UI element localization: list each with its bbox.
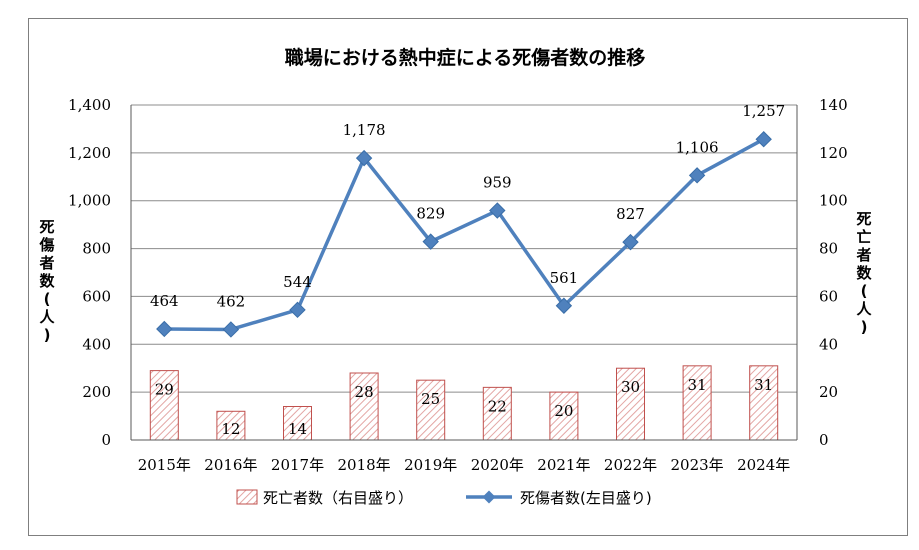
y-left-tick-label: 1,200 xyxy=(68,144,111,162)
bar-data-label: 25 xyxy=(421,390,440,408)
line-point-marker xyxy=(489,202,506,219)
y-left-axis-title: 死傷者数(人) xyxy=(38,218,55,344)
line-data-label: 561 xyxy=(550,269,579,287)
y-right-tick-label: 40 xyxy=(819,335,838,353)
line-point-marker xyxy=(422,233,439,250)
bar-data-label: 29 xyxy=(155,381,174,399)
line-point-marker xyxy=(222,321,240,338)
x-tick-label: 2020年 xyxy=(471,456,524,474)
line-data-label: 1,178 xyxy=(343,121,386,139)
bar-data-label: 28 xyxy=(355,383,374,401)
y-left-tick-label: 1,400 xyxy=(68,96,111,114)
legend-marker-diamond xyxy=(482,490,496,504)
bar xyxy=(749,365,779,441)
x-tick-label: 2019年 xyxy=(404,456,457,474)
series-line xyxy=(164,137,765,332)
y-right-tick-label: 100 xyxy=(819,192,848,210)
line-data-label: 829 xyxy=(416,205,445,223)
line-data-label: 827 xyxy=(616,205,645,223)
bar-data-label: 30 xyxy=(621,378,640,396)
bar-data-label: 20 xyxy=(554,402,573,420)
chart-frame xyxy=(28,18,908,536)
y-right-tick-label: 80 xyxy=(819,240,838,258)
x-tick-label: 2024年 xyxy=(737,456,790,474)
bar xyxy=(616,367,645,441)
line-data-label: 462 xyxy=(217,292,246,310)
line-point-marker xyxy=(289,301,306,319)
bar xyxy=(549,391,579,441)
y-left-tick-label: 400 xyxy=(82,335,111,353)
line-point-marker xyxy=(688,167,706,184)
legend-swatch-bar xyxy=(236,489,258,505)
y-left-tick-label: 200 xyxy=(82,383,111,401)
bar-data-label: 22 xyxy=(488,397,507,415)
bar xyxy=(482,386,512,441)
axes: 0 200 400 600 800 1,000 1,200 1,400 0 20 40 60 80 100… xyxy=(38,96,872,474)
bar-data-label: 31 xyxy=(754,376,773,394)
line-data-label: 464 xyxy=(150,292,179,310)
y-right-tick-label: 60 xyxy=(819,287,838,305)
x-tick-label: 2017年 xyxy=(271,456,324,474)
data-labels: 464 462 544 1,178 829 959 561 827 1,106 1,257 29 12… xyxy=(150,102,785,438)
y-right-tick-label: 140 xyxy=(819,96,848,114)
y-right-tick-label: 120 xyxy=(819,144,848,162)
x-tick-label: 2021年 xyxy=(537,456,590,474)
y-right-tick-label: 20 xyxy=(819,383,838,401)
line-series xyxy=(156,131,772,338)
legend-label-line: 死傷者数(左目盛り) xyxy=(520,489,652,507)
y-left-tick-label: 0 xyxy=(101,431,111,449)
x-tick-label: 2022年 xyxy=(604,456,657,474)
x-tick-label: 2015年 xyxy=(138,456,191,474)
y-right-axis-title: 死亡者数(人) xyxy=(856,210,872,336)
line-point-marker xyxy=(755,131,772,148)
y-left-tick-label: 600 xyxy=(82,287,111,305)
y-right-tick-label: 0 xyxy=(819,431,829,449)
y-left-tick-label: 800 xyxy=(82,240,111,258)
line-data-label: 544 xyxy=(283,273,312,291)
bar xyxy=(416,379,446,441)
bar-data-label: 14 xyxy=(288,420,307,438)
line-point-marker xyxy=(156,320,173,338)
bar-data-label: 12 xyxy=(221,420,240,438)
line-point-marker xyxy=(355,149,373,167)
bar-series xyxy=(149,365,779,441)
legend-label-bar: 死亡者数（右目盛り） xyxy=(263,489,413,507)
chart-title: 職場における熱中症による死傷者数の推移 xyxy=(285,46,645,69)
legend: 死亡者数（右目盛り） 死傷者数(左目盛り) xyxy=(236,489,652,507)
line-point-marker xyxy=(622,233,639,251)
bar xyxy=(149,370,179,441)
line-data-label: 1,106 xyxy=(676,138,719,156)
x-tick-label: 2023年 xyxy=(671,456,724,474)
line-data-label: 959 xyxy=(483,174,512,192)
bar-data-label: 31 xyxy=(688,376,707,394)
x-tick-label: 2018年 xyxy=(338,456,391,474)
bar xyxy=(216,410,246,441)
line-data-label: 1,257 xyxy=(742,102,785,120)
y-left-tick-label: 1,000 xyxy=(68,192,111,210)
line-point-marker xyxy=(555,297,573,314)
bar xyxy=(349,372,379,441)
x-tick-label: 2016年 xyxy=(204,456,257,474)
